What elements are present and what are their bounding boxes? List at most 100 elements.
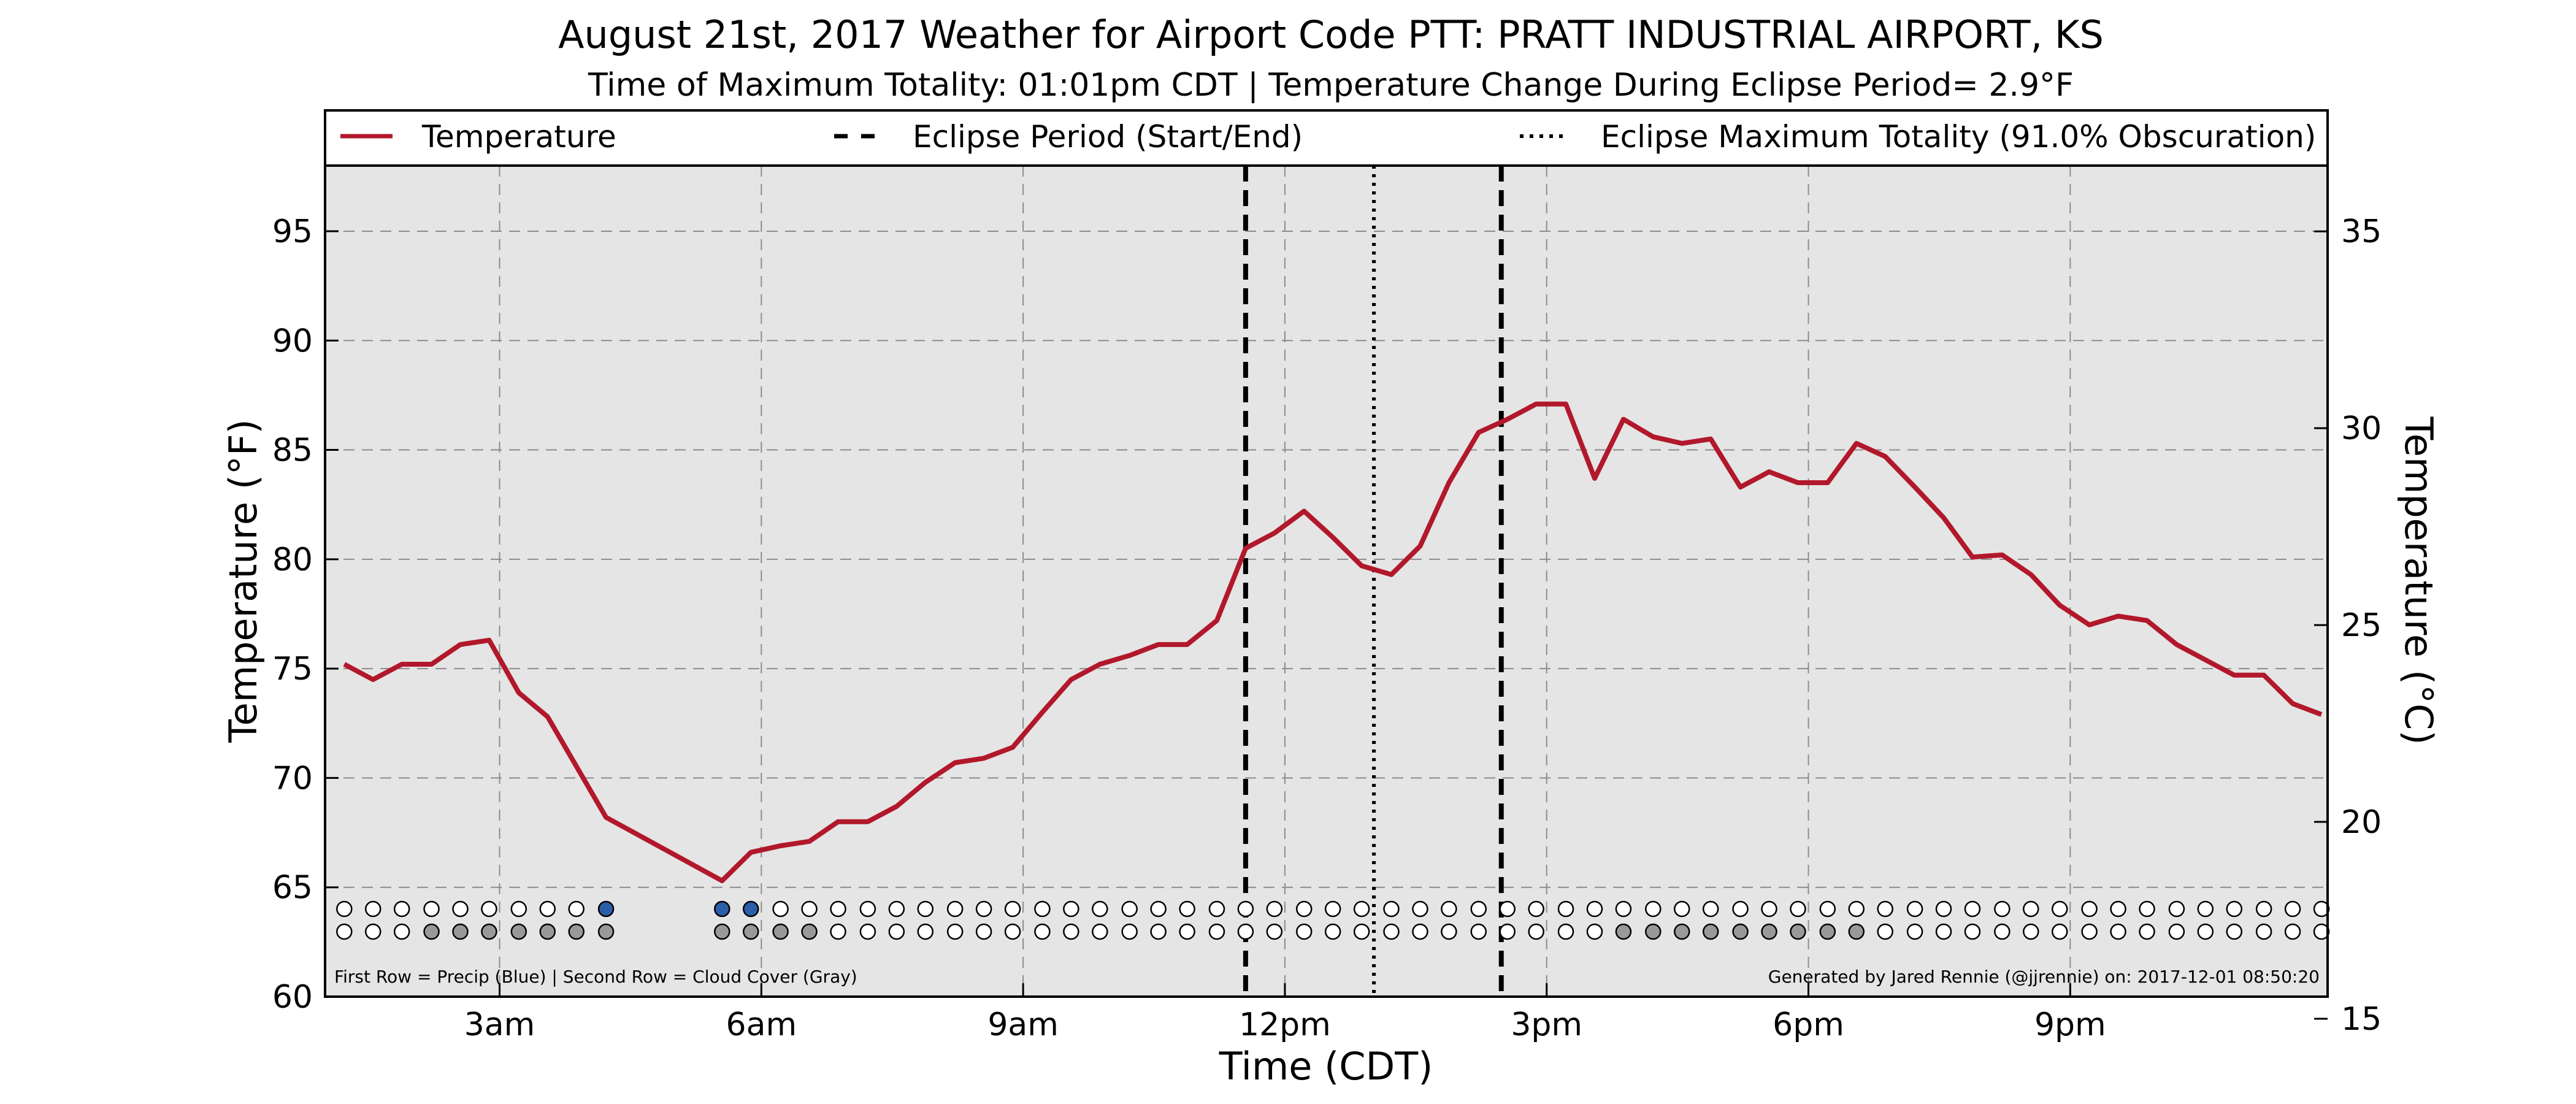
cloud-dot — [1645, 923, 1662, 940]
precip-dot — [1994, 900, 2011, 918]
cloud-dot — [2139, 923, 2155, 940]
precip-dot — [1470, 900, 1487, 918]
cloud-dot — [1324, 923, 1341, 940]
precip-dot — [772, 900, 789, 918]
cloud-dot — [888, 923, 905, 940]
cloud-dot — [917, 923, 934, 940]
footnote-left: First Row = Precip (Blue) | Second Row =… — [334, 967, 857, 987]
cloud-dot — [1499, 923, 1516, 940]
cloud-dot — [1964, 923, 1981, 940]
cloud-dot — [2255, 923, 2272, 940]
x-tick-label: 9am — [987, 1006, 1059, 1043]
precip-dot — [1761, 900, 1777, 918]
cloud-dot — [975, 923, 992, 940]
precip-dot — [1092, 900, 1108, 918]
y-right-tick-label: 15 — [2341, 1001, 2382, 1038]
y-right-tick-label: 25 — [2341, 607, 2382, 644]
cloud-dot — [1092, 923, 1108, 940]
cloud-dot — [1004, 923, 1021, 940]
precip-dot — [1150, 900, 1167, 918]
cloud-dot — [1470, 923, 1487, 940]
precip-dot — [481, 900, 497, 918]
precip-dot — [2168, 900, 2185, 918]
cloud-dot — [364, 923, 381, 940]
cloud-dot — [2168, 923, 2185, 940]
precip-dot — [2081, 900, 2098, 918]
cloud-dot — [568, 923, 585, 940]
eclipse-lines — [1243, 166, 1504, 997]
precip-dot — [568, 900, 585, 918]
cloud-dot — [1383, 923, 1400, 940]
cloud-dot — [452, 923, 469, 940]
cloud-dot — [1208, 923, 1225, 940]
x-tick-label: 3am — [464, 1006, 535, 1043]
precip-dot — [2313, 900, 2330, 918]
y-axis-right: 15 20 25 30 35 — [2314, 213, 2382, 1038]
precip-dot — [1499, 900, 1516, 918]
cloud-dot — [2284, 923, 2301, 940]
precip-dot — [1237, 900, 1254, 918]
x-axis: 3am 6am 9am 12pm 3pm 6pm 9pm — [464, 983, 2106, 1043]
cloud-dot — [1790, 923, 1806, 940]
x-tick-label: 9pm — [2034, 1006, 2106, 1043]
cloud-dot — [946, 923, 964, 940]
precip-dot — [1412, 900, 1428, 918]
legend-label-temperature: Temperature — [421, 119, 616, 155]
cloud-dot — [1732, 923, 1749, 940]
precip-dot — [946, 900, 964, 918]
cloud-dot — [1615, 923, 1632, 940]
cloud-dot — [2226, 923, 2243, 940]
cloud-dot — [2313, 923, 2330, 940]
precip-cloud-rows — [336, 900, 2330, 940]
precip-dot — [1586, 900, 1603, 918]
cloud-dot — [1557, 923, 1574, 940]
precip-dot — [1266, 900, 1283, 918]
plot-area — [325, 166, 2328, 997]
y-tick-label: 70 — [272, 760, 313, 797]
precip-dot — [1848, 900, 1865, 918]
cloud-dot — [801, 923, 818, 940]
y-right-tick-label: 20 — [2341, 804, 2382, 841]
cloud-dot — [510, 923, 527, 940]
precip-dot — [1324, 900, 1341, 918]
cloud-dot — [1295, 923, 1313, 940]
cloud-dot — [2023, 923, 2039, 940]
precip-dot — [1353, 900, 1370, 918]
precip-dot — [1063, 900, 1079, 918]
cloud-dot — [1034, 923, 1051, 940]
cloud-dot — [2110, 923, 2126, 940]
precip-dot — [1295, 900, 1313, 918]
precip-dot — [975, 900, 992, 918]
y-axis-label: Temperature (°F) — [221, 419, 266, 743]
cloud-dot — [393, 923, 410, 940]
cloud-dot — [2081, 923, 2098, 940]
cloud-dot — [1150, 923, 1167, 940]
precip-dot — [1964, 900, 1981, 918]
cloud-dot — [1673, 923, 1690, 940]
cloud-dot — [1877, 923, 1893, 940]
precip-dot — [1208, 900, 1225, 918]
cloud-dot — [2051, 923, 2068, 940]
cloud-dot — [1063, 923, 1079, 940]
precip-dot — [2110, 900, 2126, 918]
cloud-dot — [1353, 923, 1370, 940]
precip-dot — [801, 900, 818, 918]
precip-dot — [1673, 900, 1690, 918]
y-tick-label: 60 — [272, 979, 313, 1016]
cloud-dot — [1761, 923, 1777, 940]
cloud-dot — [1819, 923, 1836, 940]
precip-dot — [1528, 900, 1544, 918]
precip-dot — [336, 900, 353, 918]
legend-label-eclipse-period: Eclipse Period (Start/End) — [913, 119, 1303, 155]
cloud-dot — [1935, 923, 1952, 940]
precip-dot — [2284, 900, 2301, 918]
y-tick-label: 75 — [272, 651, 313, 688]
cloud-dot — [1441, 923, 1457, 940]
precip-dot — [1935, 900, 1952, 918]
cloud-dot — [1848, 923, 1865, 940]
precip-dot — [1441, 900, 1457, 918]
cloud-dot — [1237, 923, 1254, 940]
precip-dot — [1702, 900, 1719, 918]
cloud-dot — [336, 923, 353, 940]
